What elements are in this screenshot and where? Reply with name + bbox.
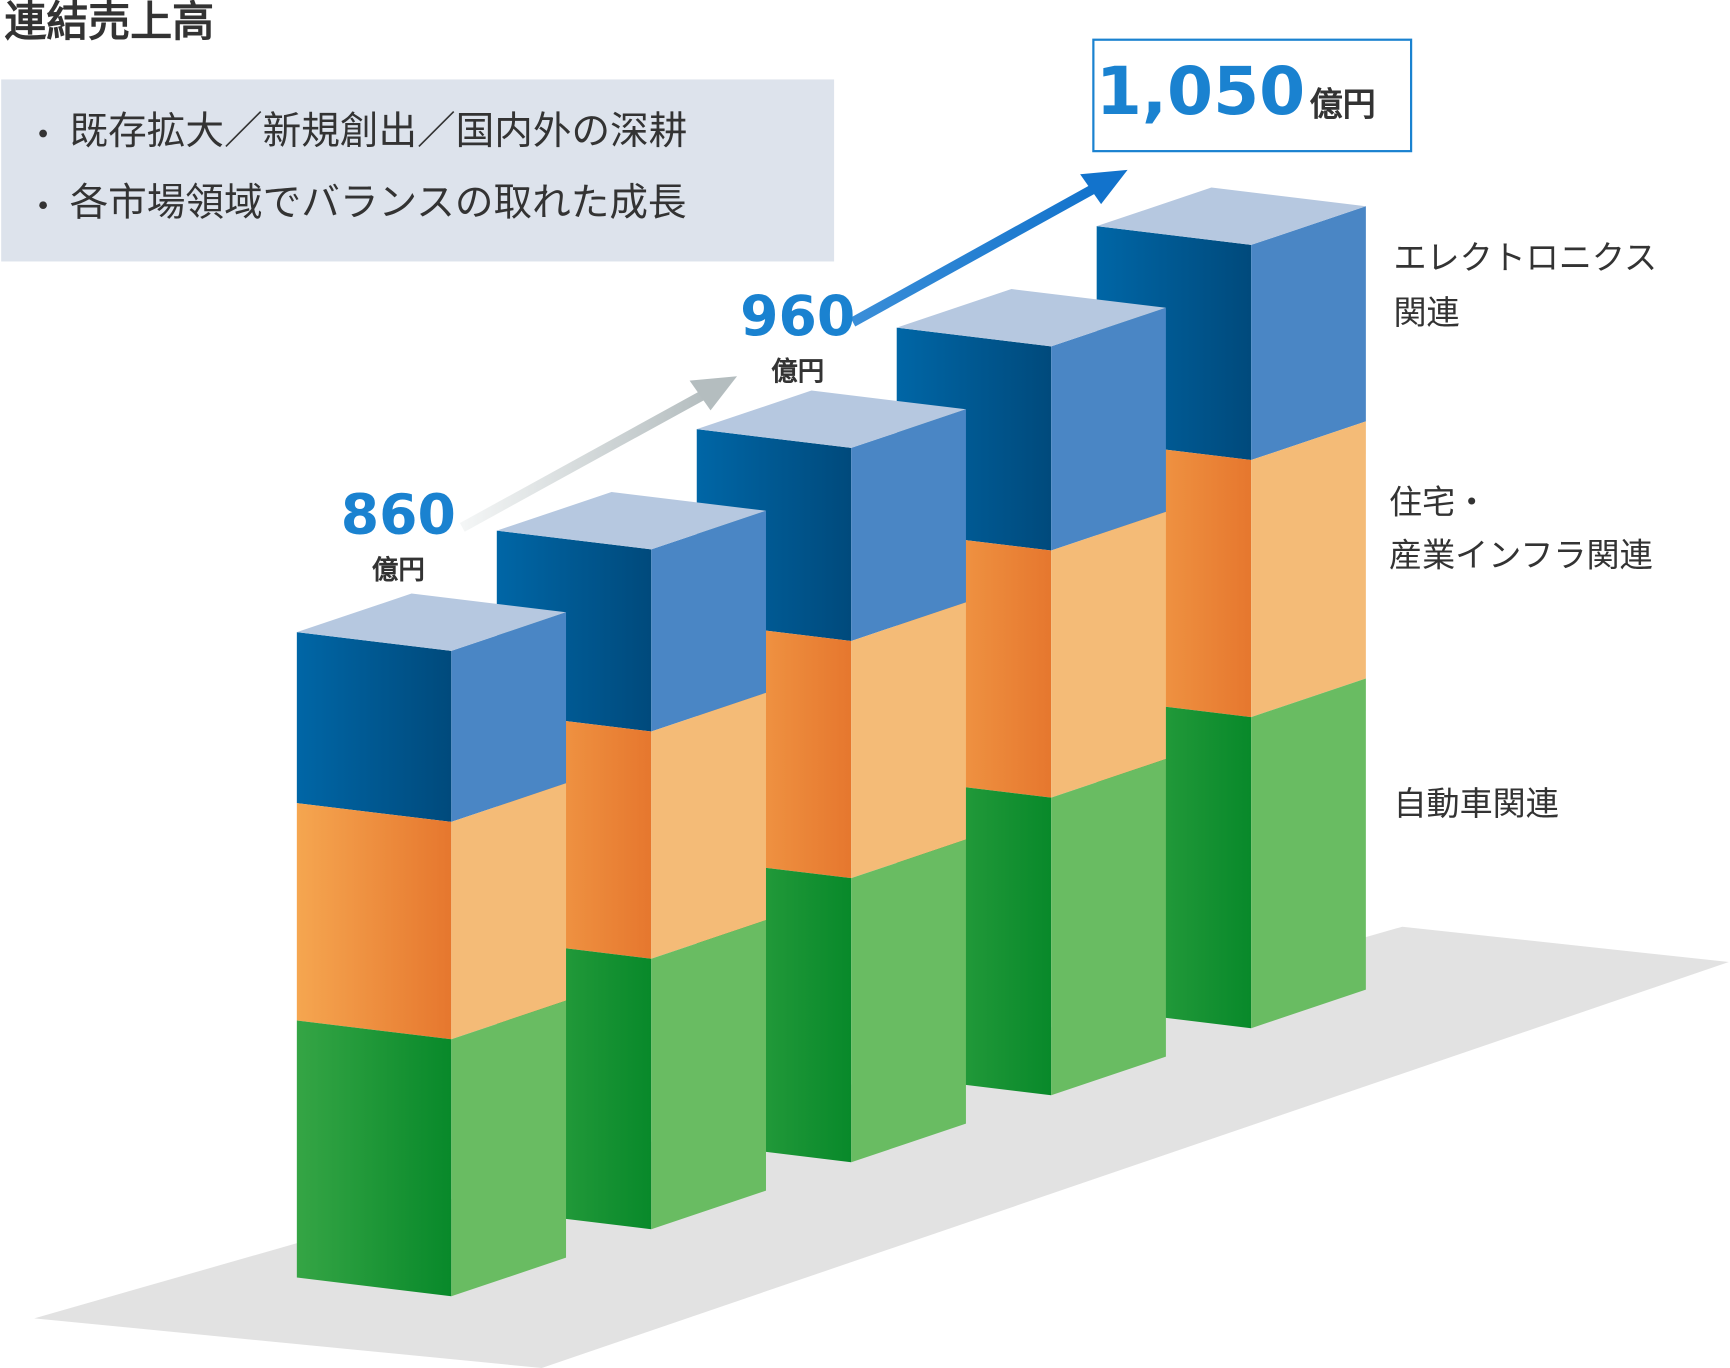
box-top bbox=[896, 289, 1166, 347]
total-unit: 億円 bbox=[372, 555, 425, 586]
orange-side bbox=[1051, 511, 1166, 798]
blue-side bbox=[1251, 206, 1366, 461]
arrow-head bbox=[1080, 169, 1128, 205]
total-value: 960 bbox=[740, 285, 855, 349]
arrow bbox=[459, 388, 710, 532]
arrow-head bbox=[689, 376, 738, 411]
legend-label: 住宅・ bbox=[1389, 483, 1488, 522]
blue-side bbox=[451, 612, 567, 822]
box-top bbox=[1096, 187, 1366, 245]
orange-front bbox=[296, 803, 452, 1040]
legend-label: 産業インフラ関連 bbox=[1389, 536, 1653, 575]
box-top bbox=[496, 492, 766, 550]
arrow bbox=[850, 182, 1101, 327]
orange-side bbox=[451, 783, 567, 1040]
legend-label: 関連 bbox=[1393, 293, 1459, 332]
green-side bbox=[851, 839, 966, 1163]
bullet-box bbox=[1, 79, 835, 262]
green-front bbox=[296, 1020, 452, 1297]
blue-side bbox=[1051, 307, 1166, 551]
total-value: 1,050 bbox=[1096, 53, 1305, 130]
total-value: 860 bbox=[341, 484, 456, 548]
green-side bbox=[451, 1000, 567, 1297]
orange-side bbox=[651, 692, 766, 959]
blue-side bbox=[851, 409, 966, 641]
bullet-text: 既存拡大／新規創出／国内外の深耕 bbox=[70, 109, 688, 154]
box-top bbox=[296, 593, 567, 651]
bullet-dot bbox=[39, 129, 47, 138]
total-unit: 億円 bbox=[1310, 84, 1376, 123]
blue-side bbox=[651, 510, 766, 732]
green-side bbox=[1251, 678, 1366, 1029]
green-side bbox=[651, 920, 766, 1230]
green-side bbox=[1051, 759, 1166, 1096]
total-unit: 億円 bbox=[771, 356, 824, 387]
legend-label: エレクトロニクス bbox=[1393, 238, 1657, 277]
orange-side bbox=[1251, 421, 1366, 718]
box-top bbox=[696, 390, 966, 448]
bars bbox=[296, 187, 1366, 1297]
legend-label: 自動車関連 bbox=[1393, 784, 1558, 823]
title: 連結売上高 bbox=[4, 0, 214, 46]
total-box bbox=[1092, 38, 1413, 153]
orange-side bbox=[851, 602, 966, 879]
blue-front bbox=[296, 632, 452, 822]
bullet-dot bbox=[39, 201, 47, 210]
bullet-text: 各市場領域でバランスの取れた成長 bbox=[70, 181, 687, 226]
